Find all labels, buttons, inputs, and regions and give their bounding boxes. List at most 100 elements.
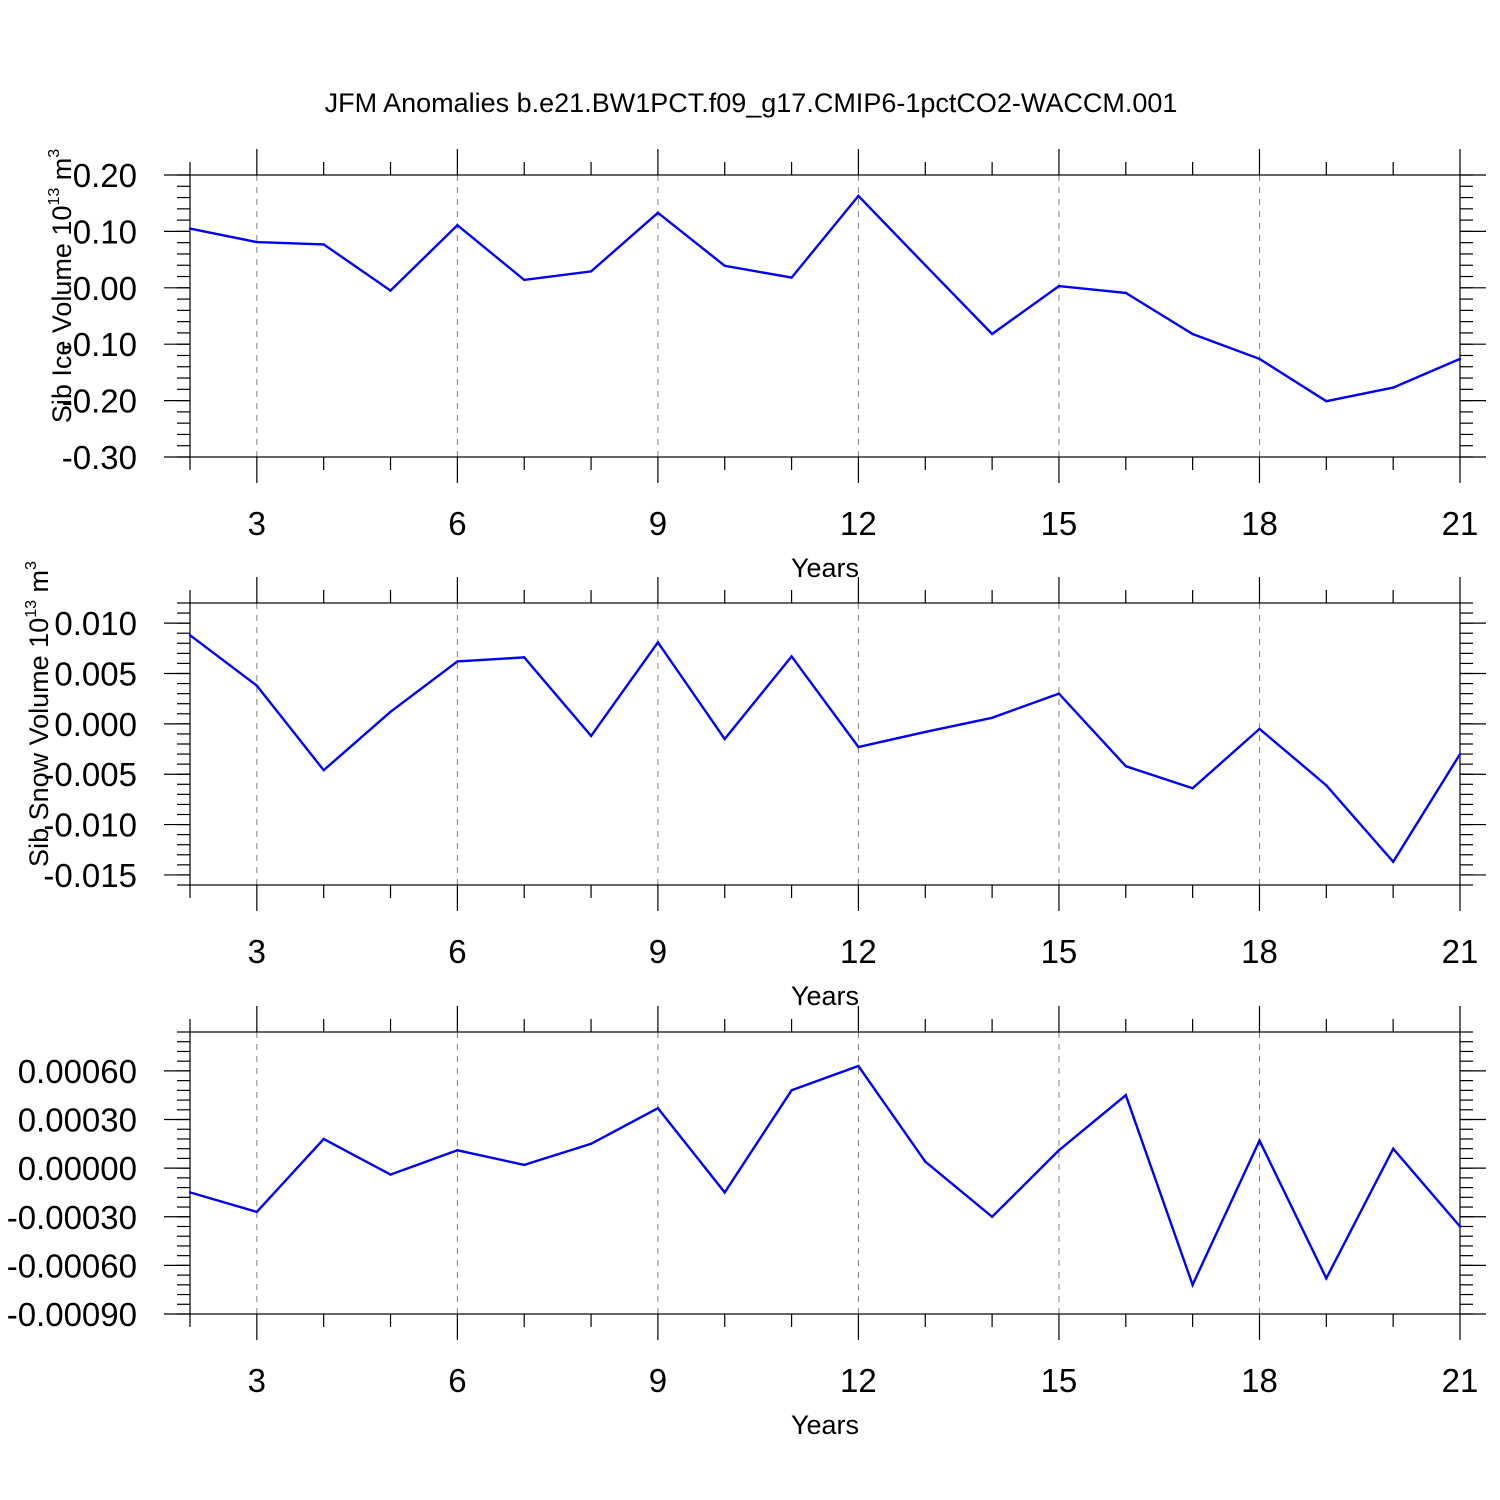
data-point	[1325, 1277, 1328, 1280]
series-line	[189, 634, 1462, 864]
data-point	[1391, 1147, 1395, 1150]
plot-frame	[189, 174, 1461, 458]
data-point	[1191, 1283, 1194, 1287]
y-tick-label: -0.30	[62, 439, 137, 476]
y-tick-label: 0.00060	[18, 1053, 137, 1090]
data-point	[1458, 752, 1462, 756]
y-tick-label: -0.015	[43, 857, 137, 894]
data-point	[924, 1160, 927, 1163]
data-point	[188, 227, 192, 230]
data-point	[1258, 727, 1261, 731]
y-tick-label: 0.00	[73, 270, 137, 307]
data-point	[723, 264, 726, 268]
data-point	[322, 768, 325, 772]
data-point	[790, 276, 793, 279]
x-tick-label: 6	[448, 505, 466, 542]
data-point	[523, 1163, 526, 1167]
data-point	[857, 194, 860, 198]
x-tick-label: 21	[1442, 1362, 1479, 1399]
data-point	[656, 641, 660, 644]
data-point	[1124, 291, 1127, 295]
x-tick-label: 15	[1041, 1362, 1078, 1399]
figure-title: JFM Anomalies b.e21.BW1PCT.f09_g17.CMIP6…	[325, 88, 1178, 118]
data-point	[456, 660, 459, 663]
panel-snow-volume: 3 6 9 12 15 18 21 Years -0.015 -0.010 -0.005 0.000 0…	[23, 561, 1486, 1011]
data-point	[1057, 692, 1061, 695]
y-axis-label: Sib Snow Volume 1013 m3	[23, 561, 54, 867]
data-point	[188, 1191, 192, 1194]
data-point	[1057, 284, 1061, 288]
data-point	[1258, 357, 1261, 361]
panel-ice-volume: 3 6 9 12 15 18 21 Years -0.30 -0.20 -0.10 0.00 0.10 0…	[46, 149, 1486, 583]
x-tick-label: 18	[1241, 1362, 1278, 1399]
x-tick-label: 9	[649, 933, 667, 970]
data-point	[1124, 1094, 1127, 1097]
series-line	[189, 194, 1461, 403]
x-tick-label: 12	[840, 933, 877, 970]
series-line	[189, 1064, 1461, 1288]
data-point	[990, 332, 994, 336]
y-tick-label: -0.00060	[7, 1247, 137, 1284]
data-point	[456, 1149, 459, 1152]
y-tick-label: 0.010	[54, 605, 137, 642]
x-tick-label: 18	[1241, 505, 1278, 542]
y-tick-label: -0.00090	[7, 1296, 137, 1333]
data-point	[857, 745, 860, 749]
data-point	[255, 240, 259, 244]
data-point	[322, 243, 325, 246]
x-tick-label: 3	[248, 1362, 266, 1399]
data-point	[1325, 399, 1328, 403]
x-tick-label: 15	[1041, 505, 1078, 542]
y-tick-label: -0.10	[62, 326, 137, 363]
y-tick-label: 0.005	[54, 656, 137, 693]
y-tick-label: -0.20	[62, 383, 137, 420]
y-tick-label: 0.10	[73, 213, 137, 250]
x-tick-label: 12	[840, 1362, 877, 1399]
data-point	[1191, 787, 1194, 790]
data-point	[589, 734, 593, 738]
data-point	[523, 656, 526, 659]
data-point	[924, 264, 927, 267]
data-point	[1458, 357, 1462, 361]
data-point	[322, 1137, 325, 1141]
x-axis-label: Years	[791, 553, 859, 583]
data-point	[723, 737, 726, 741]
y-tick-label: -0.00030	[7, 1199, 137, 1236]
data-point	[389, 1173, 392, 1176]
x-tick-label: 15	[1041, 933, 1078, 970]
data-point	[1124, 764, 1127, 768]
data-point	[456, 223, 459, 227]
data-point	[389, 710, 392, 713]
data-point	[656, 1106, 660, 1110]
data-point	[990, 1215, 994, 1218]
x-tick-label: 6	[448, 1362, 466, 1399]
data-point	[1191, 332, 1194, 336]
x-tick-label: 12	[840, 505, 877, 542]
data-point	[1391, 860, 1395, 864]
y-tick-label: 0.00000	[18, 1150, 137, 1187]
data-point	[857, 1064, 860, 1068]
x-tick-label: 21	[1442, 505, 1479, 542]
data-point	[589, 1142, 593, 1146]
data-point	[924, 730, 927, 734]
plot-frame	[189, 1031, 1461, 1315]
panel-third-variable: 3 6 9 12 15 18 21 Years -0.00090 -0.00060 -0.00030…	[7, 1006, 1486, 1440]
y-tick-label: 0.20	[73, 157, 137, 194]
data-point	[723, 1191, 726, 1194]
data-point	[990, 716, 994, 720]
y-tick-label: -0.010	[43, 807, 137, 844]
data-point	[255, 1210, 259, 1214]
x-tick-label: 3	[248, 505, 266, 542]
data-point	[790, 1089, 793, 1092]
y-tick-label: 0.00030	[18, 1102, 137, 1139]
x-tick-label: 9	[649, 505, 667, 542]
data-point	[589, 270, 593, 273]
data-point	[188, 634, 192, 637]
data-point	[523, 278, 526, 282]
data-point	[790, 655, 793, 658]
x-tick-label: 9	[649, 1362, 667, 1399]
x-tick-label: 21	[1442, 933, 1479, 970]
x-axis-label: Years	[791, 981, 859, 1011]
